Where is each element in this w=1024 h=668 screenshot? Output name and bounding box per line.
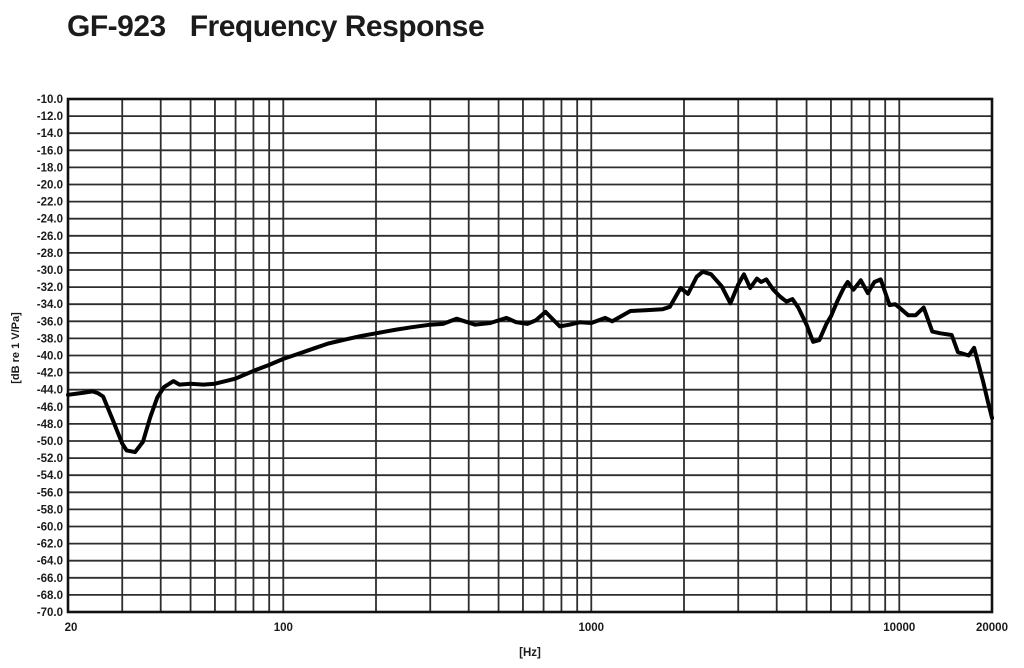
- y-tick-label: -42.0: [37, 368, 63, 380]
- x-tick-label: 100: [274, 622, 293, 634]
- y-tick-label: -66.0: [37, 573, 63, 585]
- y-tick-label: -58.0: [37, 504, 63, 516]
- y-axis-tick-labels: -10.0 -12.0 -14.0 -16.0 -18.0 -20.0 -22.0 -24.0…: [37, 94, 63, 619]
- chart-title-text: Frequency Response: [189, 10, 485, 43]
- y-tick-label: -46.0: [37, 402, 63, 414]
- y-tick-label: -52.0: [37, 453, 63, 465]
- y-axis-unit-label: [dB re 1 V/Pa]: [10, 312, 22, 384]
- y-tick-label: -16.0: [37, 145, 63, 157]
- y-tick-label: -12.0: [37, 111, 63, 123]
- y-tick-label: -36.0: [37, 316, 63, 328]
- x-tick-label: 10000: [883, 622, 915, 634]
- y-tick-label: -22.0: [37, 197, 63, 209]
- y-tick-label: -14.0: [37, 128, 63, 140]
- y-tick-label: -70.0: [37, 607, 63, 619]
- chart-title: GF-923 Frequency Response: [67, 10, 485, 44]
- chart-title-model: GF-923: [67, 10, 166, 43]
- y-tick-label: -30.0: [37, 265, 63, 277]
- y-tick-label: -44.0: [37, 385, 63, 397]
- plot-border: [66, 97, 994, 614]
- y-tick-label: -28.0: [37, 248, 63, 260]
- frequency-response-curve: [66, 269, 994, 455]
- y-tick-label: -18.0: [37, 162, 63, 174]
- x-tick-label: 1000: [578, 622, 604, 634]
- y-tick-label: -60.0: [37, 522, 63, 534]
- y-tick-label: -54.0: [37, 470, 63, 482]
- y-tick-label: -68.0: [37, 590, 63, 602]
- x-axis-unit-label: [Hz]: [519, 647, 541, 659]
- y-tick-label: -10.0: [37, 94, 63, 106]
- y-tick-label: -50.0: [37, 436, 63, 448]
- x-axis-tick-labels: 20 100 1000 10000 20000: [65, 622, 1008, 634]
- x-tick-label: 20: [65, 622, 78, 634]
- y-tick-label: -56.0: [37, 487, 63, 499]
- y-tick-label: -40.0: [37, 351, 63, 363]
- x-tick-label: 20000: [976, 622, 1008, 634]
- y-tick-label: -34.0: [37, 299, 63, 311]
- grid: [67, 98, 993, 613]
- y-tick-label: -64.0: [37, 556, 63, 568]
- y-tick-label: -32.0: [37, 282, 63, 294]
- y-tick-label: -38.0: [37, 333, 63, 345]
- y-tick-label: -62.0: [37, 539, 63, 551]
- y-tick-label: -26.0: [37, 231, 63, 243]
- y-tick-label: -48.0: [37, 419, 63, 431]
- y-tick-label: -20.0: [37, 180, 63, 192]
- y-tick-label: -24.0: [37, 214, 63, 226]
